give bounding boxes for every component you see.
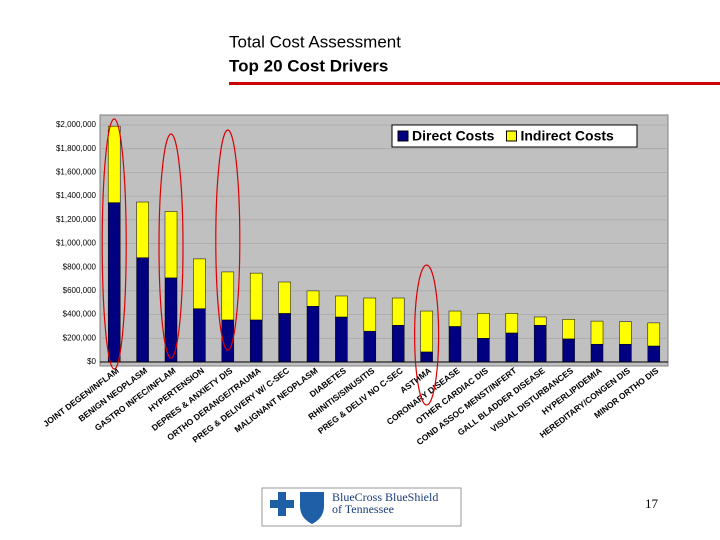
bar-segment	[477, 338, 490, 363]
bar-segment	[306, 290, 320, 307]
bar-segment	[306, 306, 320, 363]
bar-segment	[448, 326, 462, 363]
y-tick-label: $1,800,000	[56, 144, 97, 153]
bar-segment	[193, 308, 206, 363]
legend-swatch	[397, 130, 409, 142]
bar-segment	[136, 201, 149, 258]
bar-segment	[448, 310, 462, 327]
y-tick-label: $1,200,000	[56, 215, 97, 224]
bar-segment	[363, 330, 377, 363]
legend: Direct Costs Indirect Costs	[391, 124, 638, 148]
bar-segment	[107, 125, 121, 203]
bar-segment	[505, 313, 519, 334]
bar-segment	[533, 325, 547, 363]
y-tick-label: $400,000	[63, 310, 97, 319]
bar-segment	[647, 322, 661, 347]
plot-area	[99, 114, 669, 367]
bar-segment	[590, 343, 604, 363]
highlight-ellipse	[101, 118, 127, 370]
y-tick-label: $800,000	[63, 262, 97, 271]
bar-segment	[647, 345, 661, 363]
slide-subtitle: Top 20 Cost Drivers	[229, 56, 388, 75]
bar-segment	[420, 310, 433, 353]
bar-segment	[505, 332, 519, 363]
page-number: 17	[645, 496, 659, 511]
highlight-ellipse	[215, 129, 241, 351]
bar-segment	[420, 351, 433, 363]
bar-segment	[193, 258, 206, 309]
highlight-ellipse	[414, 264, 440, 406]
logo-text: of Tennessee	[332, 502, 394, 516]
bar-segment	[562, 319, 575, 340]
bar-segment	[363, 297, 377, 332]
bar-segment	[391, 297, 405, 326]
bar-segment	[249, 272, 263, 321]
bar-segment	[619, 343, 632, 363]
bar-segment	[107, 202, 121, 363]
bar-segment	[164, 211, 178, 279]
y-tick-label: $200,000	[63, 333, 97, 342]
bar-segment	[221, 319, 235, 363]
bar-segment	[278, 313, 291, 363]
bar-segment	[335, 295, 348, 318]
logo: BlueCross BlueShield of Tennessee	[261, 487, 462, 527]
bar-segment	[533, 316, 547, 326]
legend-swatch	[505, 130, 517, 142]
title-rule	[229, 82, 720, 85]
bar-segment	[590, 320, 604, 345]
logo-cross	[270, 492, 294, 516]
logo-text: BlueCross BlueShield	[332, 490, 438, 504]
legend-label: Indirect Costs	[520, 128, 614, 144]
bar-segment	[477, 313, 490, 339]
bar-segment	[278, 281, 291, 314]
bar-segment	[221, 271, 235, 321]
bar-segment	[335, 316, 348, 363]
y-tick-label: $1,000,000	[56, 239, 97, 248]
y-tick-label: $0	[87, 357, 96, 366]
y-tick-label: $1,400,000	[56, 191, 97, 200]
bar-segment	[249, 319, 263, 363]
bar-segment	[391, 325, 405, 363]
bar-segment	[136, 257, 149, 363]
bar-segment	[562, 338, 575, 363]
highlight-ellipse	[158, 133, 184, 359]
logo-box	[261, 487, 462, 527]
legend-label: Direct Costs	[412, 128, 495, 144]
slide-title: Total Cost Assessment	[229, 32, 401, 51]
y-tick-label: $1,600,000	[56, 168, 97, 177]
logo-shield	[300, 492, 324, 524]
bar-segment	[619, 321, 632, 345]
y-tick-label: $600,000	[63, 286, 97, 295]
y-tick-label: $2,000,000	[56, 120, 97, 129]
